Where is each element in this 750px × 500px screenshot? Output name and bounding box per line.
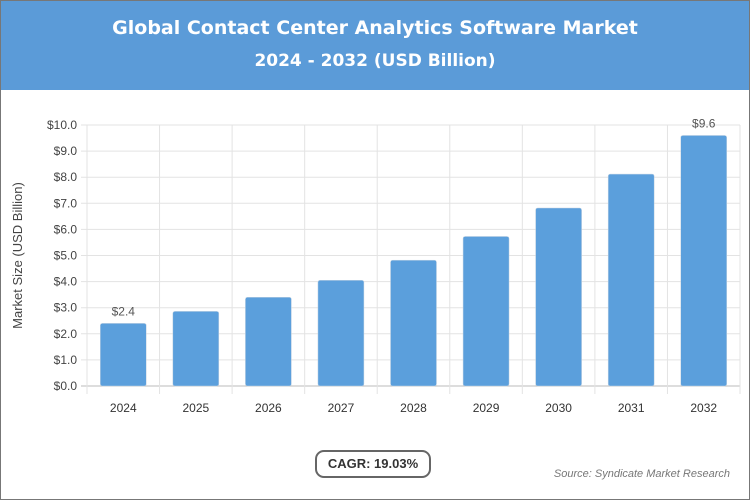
x-tick-label: 2025 — [182, 401, 209, 415]
cagr-badge: CAGR: 19.03% — [315, 450, 431, 478]
bar-2024 — [100, 323, 147, 387]
data-label: $2.4 — [112, 304, 136, 318]
bar-2032 — [680, 135, 727, 387]
y-tick-label: $8.0 — [54, 170, 78, 184]
bar-2029 — [462, 236, 510, 387]
y-tick-label: $1.0 — [54, 353, 78, 367]
y-tick-label: $10.0 — [47, 118, 77, 132]
y-tick-label: $2.0 — [54, 327, 78, 341]
bar-2026 — [245, 297, 292, 387]
bar-2027 — [317, 280, 365, 387]
x-tick-label: 2026 — [255, 401, 282, 415]
y-axis-label: Market Size (USD Billion) — [10, 182, 25, 329]
x-tick-label: 2031 — [618, 401, 645, 415]
bar-2028 — [390, 259, 437, 387]
y-tick-label: $9.0 — [54, 144, 78, 158]
y-tick-label: $6.0 — [54, 222, 78, 236]
data-label: $9.6 — [692, 116, 716, 130]
x-tick-label: 2028 — [400, 401, 427, 415]
x-tick-label: 2030 — [545, 401, 572, 415]
x-tick-label: 2024 — [110, 401, 137, 415]
bar-2031 — [607, 173, 655, 387]
source-note: Source: Syndicate Market Research — [553, 468, 730, 480]
x-tick-label: 2029 — [473, 401, 500, 415]
chart-title: Global Contact Center Analytics Software… — [112, 17, 638, 39]
header-banner: Global Contact Center Analytics Software… — [1, 1, 749, 90]
y-tick-label: $5.0 — [54, 249, 78, 263]
y-tick-label: $0.0 — [54, 379, 78, 393]
bar-2025 — [172, 311, 220, 387]
x-tick-label: 2027 — [328, 401, 355, 415]
y-tick-label: $7.0 — [54, 196, 78, 210]
y-tick-label: $4.0 — [54, 275, 78, 289]
bar-2030 — [535, 207, 582, 387]
y-tick-label: $3.0 — [54, 301, 78, 315]
x-tick-label: 2032 — [690, 401, 717, 415]
chart-subtitle: 2024 - 2032 (USD Billion) — [254, 51, 496, 71]
